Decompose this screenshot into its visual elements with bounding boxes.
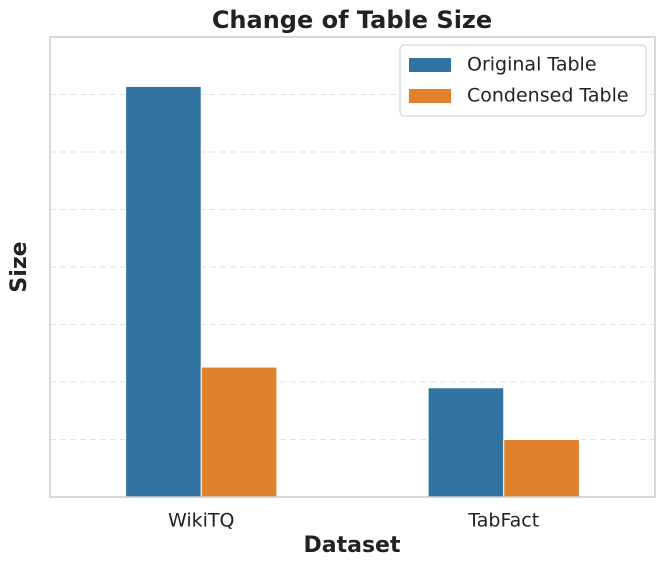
x-tick-label: WikiTQ <box>168 510 235 532</box>
y-axis-label: Size <box>7 241 32 292</box>
x-tick-label: TabFact <box>467 510 539 532</box>
legend-swatch <box>409 89 451 103</box>
bar <box>427 387 505 498</box>
bar <box>200 366 278 498</box>
x-axis-label: Dataset <box>303 533 400 558</box>
legend-swatch <box>409 58 451 72</box>
plot-frame <box>49 36 656 498</box>
legend-label: Original Table <box>467 54 597 76</box>
bar <box>125 85 202 498</box>
legend-box <box>399 44 647 117</box>
bar <box>503 439 580 498</box>
legend-label: Condensed Table <box>467 85 629 107</box>
chart-title: Change of Table Size <box>212 6 492 34</box>
